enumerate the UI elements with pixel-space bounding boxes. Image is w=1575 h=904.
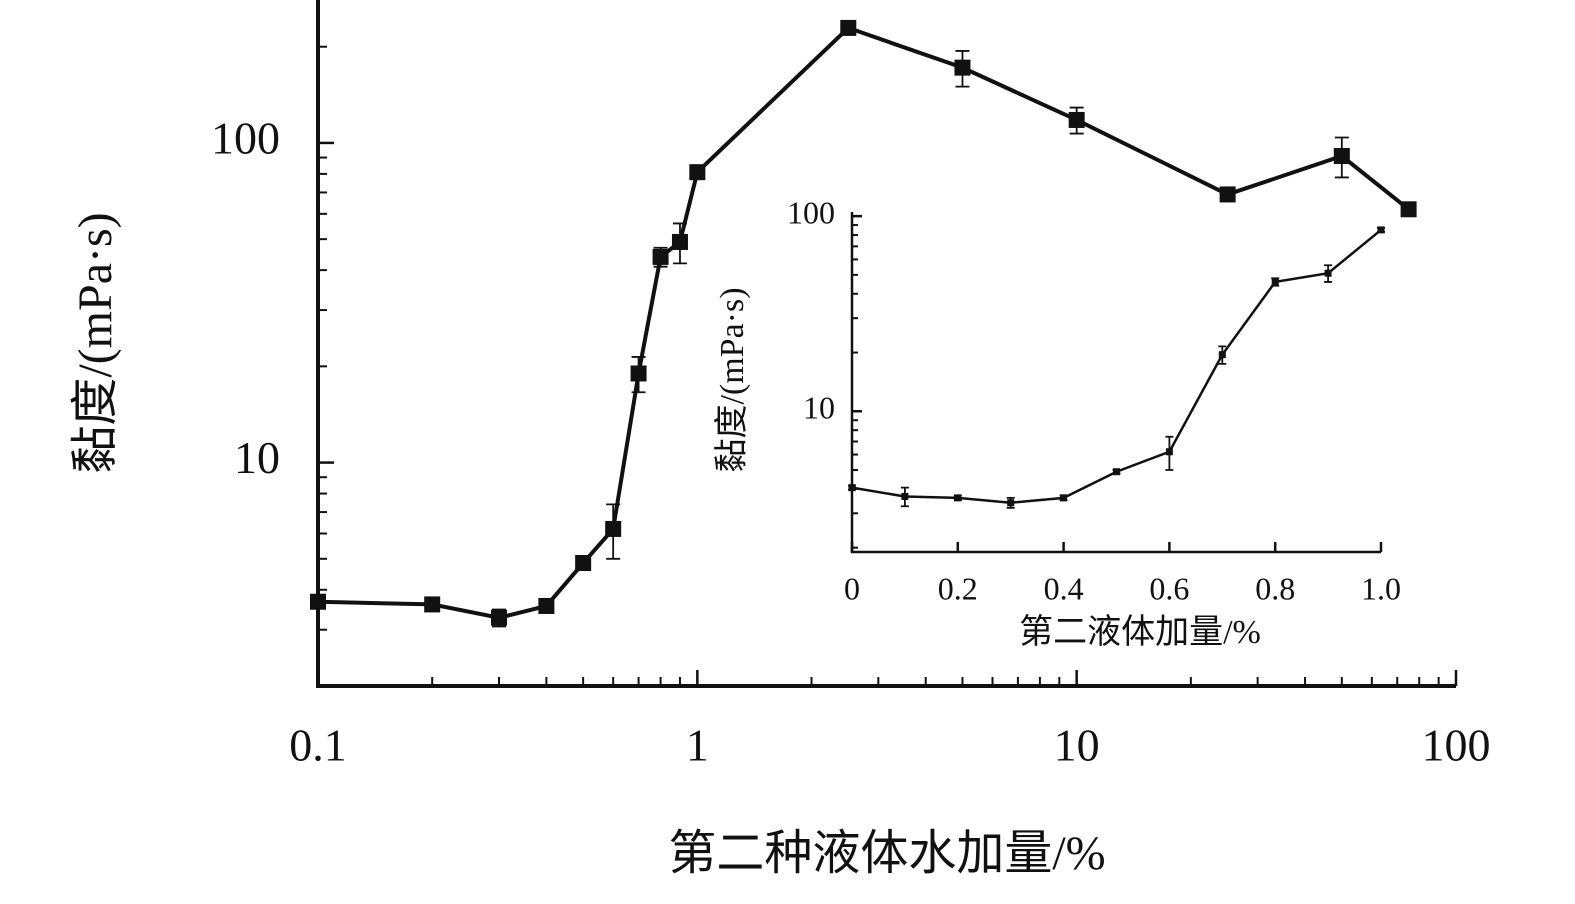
x-tick-label: 0.6 [1149,570,1189,606]
data-point [575,555,592,572]
data-point [840,19,857,36]
data-point [538,597,555,614]
x-tick-label: 1.0 [1361,570,1401,606]
data-point [671,233,688,250]
x-tick-label: 10 [1054,720,1100,771]
x-tick-label: 0.8 [1255,570,1295,606]
data-point [605,520,622,537]
x-axis-title: 第二种液体水加量/% [668,827,1105,880]
data-point [954,494,962,502]
data-point [1377,226,1385,234]
data-point [901,492,909,500]
data-point [1324,269,1332,277]
data-point [630,365,647,382]
x-tick-label: 0 [844,570,860,606]
y-axis-title: 黏度/(mPa·s) [69,212,122,473]
y-tick-label: 100 [211,112,280,163]
data-point [1068,111,1085,128]
data-point [424,596,441,613]
data-point [1007,499,1015,507]
y-axis-title: 黏度/(mPa·s) [713,287,751,472]
data-point [1165,448,1173,456]
x-tick-label: 1 [686,720,709,771]
data-point [1333,148,1350,165]
data-point [954,59,971,76]
y-tick-label: 100 [787,194,835,230]
data-point [310,593,326,610]
x-tick-label: 0.4 [1044,570,1084,606]
y-tick-label: 10 [234,432,280,483]
data-point [490,609,507,626]
y-tick-label: 10 [803,390,835,426]
x-tick-label: 0.1 [289,720,347,771]
data-point [1060,494,1068,502]
data-point [848,484,856,492]
x-tick-label: 0.2 [938,570,978,606]
x-tick-label: 100 [1422,720,1491,771]
data-point [1218,351,1226,359]
data-line [317,25,1410,620]
data-point [1113,468,1120,476]
x-axis-title: 第二液体加量/% [1019,613,1261,651]
data-point [1219,186,1236,203]
data-line [851,228,1382,504]
data-point [689,164,706,181]
data-point [1271,278,1279,286]
data-point [652,248,669,265]
data-point [1400,201,1417,218]
